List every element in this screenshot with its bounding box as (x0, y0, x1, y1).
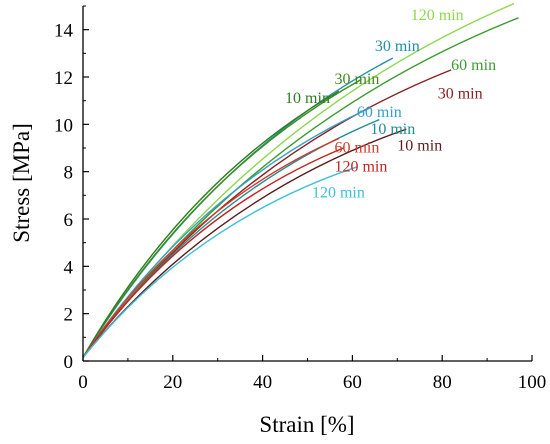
series-line (82, 137, 340, 358)
x-axis-label: Strain [%] (259, 412, 354, 437)
series-line (82, 147, 344, 358)
x-tick-label: 40 (253, 372, 272, 393)
series-label: 30 min (334, 71, 379, 88)
series-label: 60 min (357, 104, 402, 121)
y-ticks: 0 2 4 6 8 10 12 14 (54, 5, 89, 373)
series-label: 120 min (334, 159, 387, 176)
y-tick-label: 12 (54, 68, 73, 89)
series-line (82, 57, 394, 358)
series-label: 10 min (285, 90, 330, 107)
series-label: 10 min (397, 137, 442, 154)
series-label: 30 min (375, 38, 420, 55)
x-tick-label: 100 (518, 372, 547, 393)
y-tick-label: 2 (64, 305, 74, 326)
series-line (82, 107, 371, 358)
series-label: 120 min (312, 185, 365, 202)
series-label: 10 min (370, 121, 415, 138)
series-label: 120 min (411, 7, 464, 24)
y-tick-label: 10 (54, 115, 73, 136)
series-line (82, 2, 515, 358)
series-line (82, 78, 362, 358)
series-label: 60 min (334, 140, 379, 157)
x-tick-label: 80 (433, 372, 452, 393)
series-label: 60 min (451, 57, 496, 74)
x-tick-label: 0 (78, 372, 88, 393)
series-curves (82, 2, 519, 358)
series-label: 30 min (438, 85, 483, 102)
x-ticks: 0 20 40 60 80 100 (78, 355, 546, 393)
x-tick-label: 60 (343, 372, 362, 393)
y-tick-label: 8 (64, 163, 74, 184)
y-tick-label: 4 (64, 257, 74, 278)
x-tick-label: 20 (163, 372, 182, 393)
y-tick-label: 6 (64, 210, 74, 231)
y-tick-label: 0 (64, 352, 74, 373)
y-axis-label: Stress [MPa] (9, 123, 34, 242)
series-line (82, 166, 358, 358)
y-tick-label: 14 (54, 21, 74, 42)
series-line (82, 90, 340, 358)
